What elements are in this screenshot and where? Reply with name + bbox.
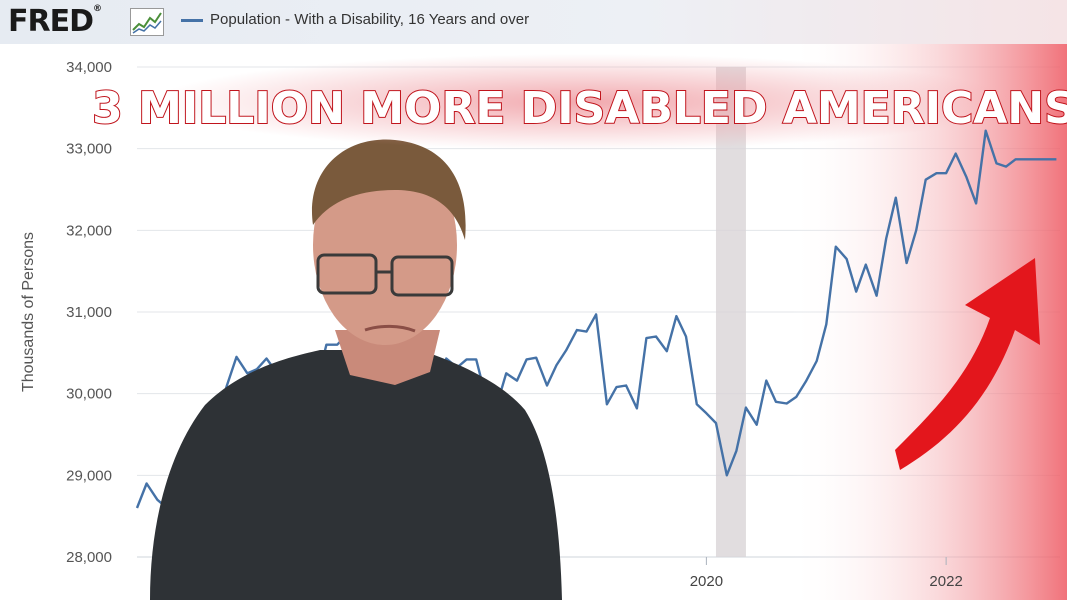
y-tick-label: 28,000 <box>66 549 112 566</box>
presenter-photo <box>150 139 562 600</box>
y-axis-label: Thousands of Persons <box>20 232 37 392</box>
legend-swatch <box>181 19 203 22</box>
registered-mark: ® <box>93 4 102 14</box>
y-axis-ticks: 28,000 29,000 30,000 31,000 32,000 33,000 34,0… <box>66 59 112 566</box>
headline-title: 3 MILLION MORE DISABLED AMERICANS <box>92 83 1067 134</box>
headline-glow <box>154 54 1014 150</box>
fred-header: FRED® Population - With a Disability, 16… <box>0 0 1067 44</box>
y-tick-label: 29,000 <box>66 467 112 484</box>
y-tick-label: 31,000 <box>66 304 112 321</box>
fred-logo-text: FRED <box>8 4 94 39</box>
fred-chart-icon <box>130 8 164 36</box>
x-tick-label: 2022 <box>929 573 962 590</box>
y-tick-label: 30,000 <box>66 386 112 403</box>
y-tick-label: 32,000 <box>66 222 112 239</box>
y-tick-label: 33,000 <box>66 141 112 158</box>
legend-label[interactable]: Population - With a Disability, 16 Years… <box>210 11 530 28</box>
x-tick-label: 2020 <box>690 573 723 590</box>
fred-logo[interactable]: FRED® <box>8 4 102 39</box>
red-arrow-up-right-icon <box>895 258 1040 470</box>
y-tick-label: 34,000 <box>66 59 112 76</box>
